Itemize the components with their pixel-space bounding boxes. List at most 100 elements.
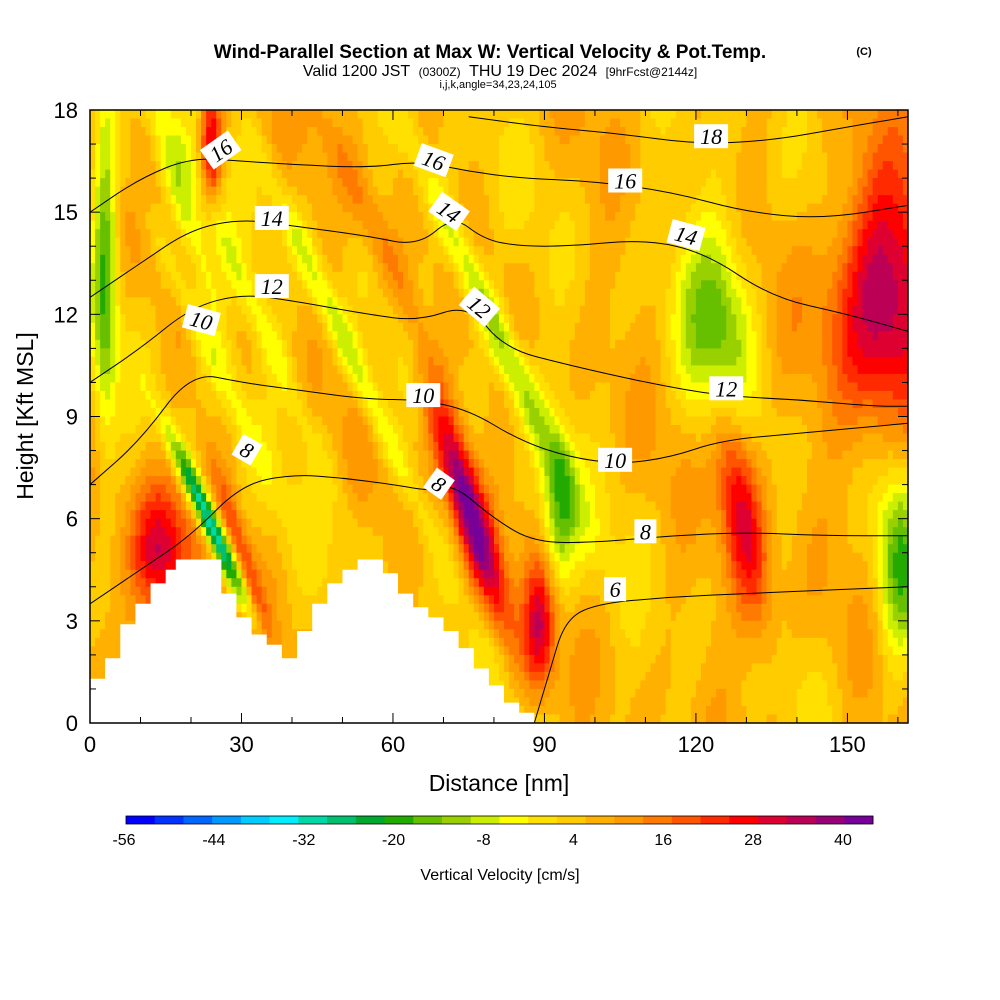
velocity-cell [564,246,571,256]
velocity-cell [731,195,737,205]
velocity-cell [589,186,596,196]
velocity-cell [579,144,586,154]
velocity-cell [463,314,470,324]
velocity-cell [554,229,561,239]
velocity-cell [746,135,753,145]
velocity-cell [110,348,116,358]
velocity-cell [266,356,273,367]
velocity-cell [236,280,243,290]
velocity-cell [882,195,889,205]
velocity-cell [574,212,581,222]
velocity-cell [867,161,874,171]
velocity-cell [478,212,485,222]
velocity-cell [746,178,753,188]
velocity-cell [175,212,182,222]
velocity-cell [731,152,737,162]
velocity-cell [377,280,384,290]
velocity-cell [423,237,429,247]
velocity-cell [211,229,217,239]
velocity-cell [408,229,414,239]
velocity-cell [660,254,667,264]
velocity-cell [125,220,131,230]
velocity-cell [524,212,530,222]
velocity-cell [165,161,172,171]
velocity-cell [731,178,737,188]
velocity-cell [115,263,121,273]
velocity-cell [882,305,889,315]
velocity-cell [231,365,238,375]
velocity-cell [211,288,217,298]
velocity-cell [190,118,197,128]
velocity-cell [817,110,823,120]
velocity-cell [529,246,535,256]
velocity-cell [488,118,495,128]
velocity-cell [377,195,384,205]
velocity-cell [579,127,586,137]
velocity-cell [155,280,162,290]
velocity-cell [347,110,354,120]
velocity-cell [150,331,157,341]
velocity-cell [105,297,111,307]
velocity-cell [307,195,313,205]
velocity-cell [251,288,258,298]
velocity-cell [478,339,485,349]
velocity-cell [483,263,490,273]
velocity-cell [236,331,243,341]
velocity-cell [736,246,742,256]
velocity-cell [201,195,207,205]
velocity-cell [347,203,354,213]
velocity-cell [312,356,318,367]
velocity-cell [685,254,692,264]
velocity-cell [362,220,369,230]
velocity-cell [342,271,349,281]
velocity-cell [599,288,606,298]
velocity-cell [625,118,631,128]
velocity-cell [655,263,662,273]
velocity-cell [847,127,854,137]
velocity-cell [190,288,197,298]
velocity-cell [584,246,591,256]
velocity-cell [478,135,485,145]
velocity-cell [327,212,333,222]
velocity-cell [726,195,732,205]
velocity-cell [433,195,440,205]
velocity-cell [700,280,707,290]
velocity-cell [433,305,440,315]
velocity-cell [574,271,581,281]
velocity-cell [539,263,546,273]
velocity-cell [180,135,187,145]
velocity-cell [534,135,540,145]
velocity-cell [514,263,520,273]
velocity-cell [680,144,687,154]
velocity-cell [216,169,222,179]
velocity-cell [751,178,758,188]
velocity-cell [625,127,631,137]
velocity-cell [130,118,137,128]
velocity-cell [196,127,202,137]
velocity-cell [398,331,404,341]
velocity-cell [897,178,904,188]
velocity-cell [332,331,339,341]
velocity-cell [256,322,263,332]
velocity-cell [867,331,874,341]
velocity-cell [170,127,177,137]
velocity-cell [120,322,126,332]
velocity-cell [554,348,561,358]
velocity-cell [817,161,823,171]
velocity-cell [317,271,323,281]
velocity-cell [312,305,318,315]
velocity-cell [493,288,500,298]
velocity-cell [135,144,142,154]
velocity-cell [761,331,768,341]
velocity-cell [165,195,172,205]
velocity-cell [317,322,323,332]
velocity-cell [357,229,364,239]
velocity-cell [372,220,379,230]
velocity-cell [867,229,874,239]
velocity-cell [529,212,535,222]
velocity-cell [736,212,742,222]
velocity-cell [579,254,586,264]
velocity-cell [307,110,313,120]
velocity-cell [115,356,121,367]
velocity-cell [872,161,879,171]
